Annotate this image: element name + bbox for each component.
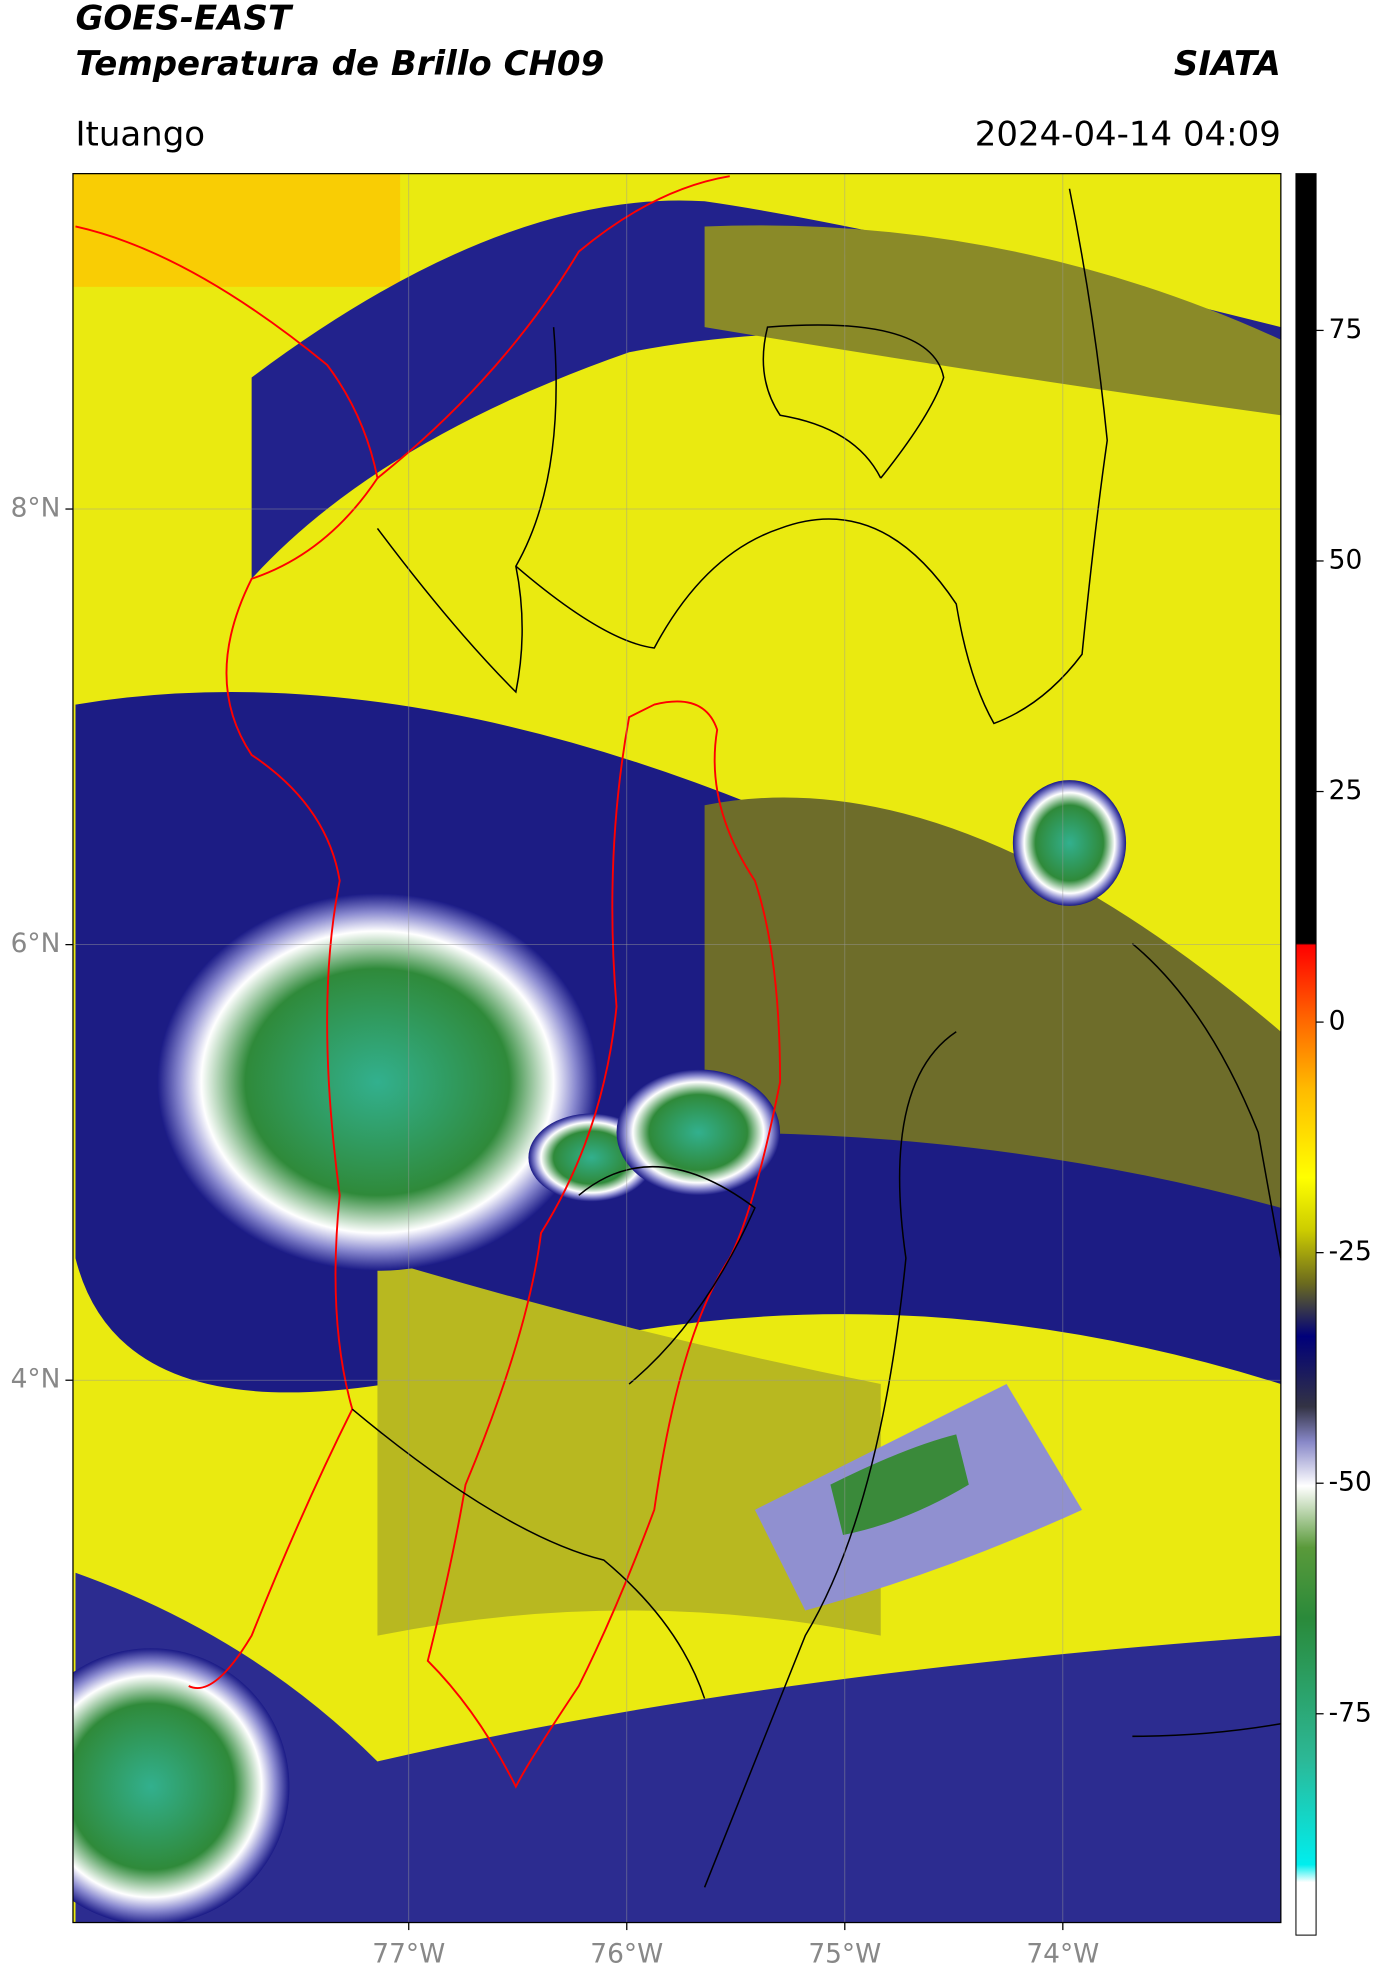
x-tick-label: 77°W <box>372 1939 445 1970</box>
title: GOES-EAST <box>75 0 293 39</box>
x-tick-label: 75°W <box>808 1939 881 1970</box>
location: Ituango <box>75 114 205 154</box>
colorbar-tick-label: 75 <box>1329 314 1363 345</box>
colorbar <box>1295 173 1317 1936</box>
colorbar-tick-label: -50 <box>1329 1467 1372 1498</box>
y-tick-label: 8°N <box>11 493 61 524</box>
x-tick-label: 76°W <box>590 1939 663 1970</box>
satellite-image <box>72 173 1281 1923</box>
subtitle: Temperatura de Brillo CH09 <box>75 44 604 84</box>
y-tick-label: 4°N <box>11 1364 61 1395</box>
colorbar-tick-label: -25 <box>1329 1236 1372 1267</box>
graticule <box>72 173 1281 1923</box>
x-tick-label: 74°W <box>1026 1939 1099 1970</box>
y-tick-label: 6°N <box>11 928 61 959</box>
plot: GOES-EAST Temperatura de Brillo CH09 SIA… <box>11 0 1372 1970</box>
datetime: 2024-04-14 04:09 <box>975 114 1281 154</box>
map-frame <box>72 173 1282 1924</box>
colorbar-tick-label: 50 <box>1329 544 1363 575</box>
colorbar-tick-label: 25 <box>1329 775 1363 806</box>
ticks: 77°W 76°W 75°W 74°W 8°N 6°N 4°N 75 50 25 0 -25 -50 -7… <box>11 314 1372 1970</box>
colorbar-tick-label: -75 <box>1329 1697 1372 1728</box>
colorbar-tick-label: 0 <box>1329 1006 1346 1037</box>
source: SIATA <box>1174 44 1281 84</box>
